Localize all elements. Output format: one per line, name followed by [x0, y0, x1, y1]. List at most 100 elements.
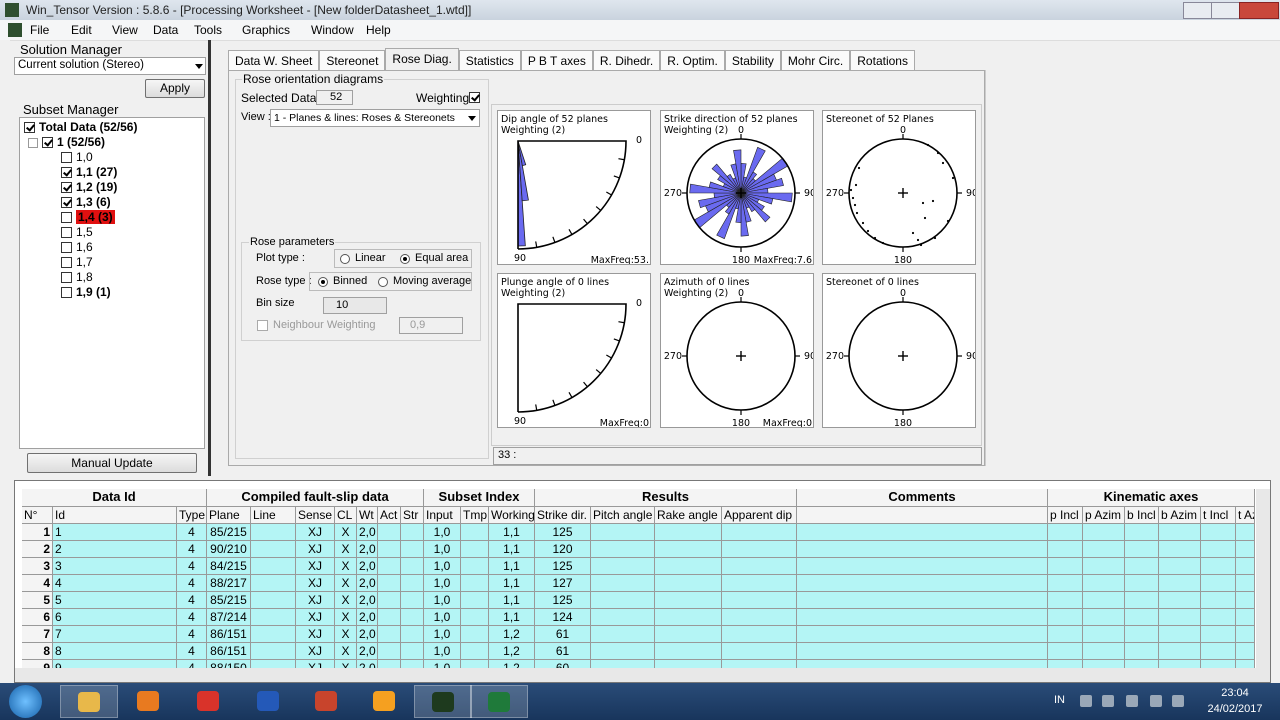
- restore-button[interactable]: [1211, 2, 1240, 19]
- tree-label[interactable]: Total Data (52/56): [39, 120, 138, 134]
- tab[interactable]: R. Dihedr.: [592, 50, 661, 71]
- tree-checkbox[interactable]: [61, 167, 72, 178]
- tree-checkbox[interactable]: [42, 137, 53, 148]
- solution-select[interactable]: Current solution (Stereo): [14, 57, 206, 75]
- diagram-title: Dip angle of 52 planes: [501, 114, 608, 125]
- tree-checkbox[interactable]: [24, 122, 35, 133]
- table-cell: X: [335, 575, 357, 592]
- taskbar-app[interactable]: [298, 685, 356, 718]
- binned-radio[interactable]: [318, 277, 328, 287]
- menu-item[interactable]: View: [112, 23, 138, 37]
- tree-label[interactable]: 1,0: [76, 150, 93, 164]
- taskbar-app[interactable]: [120, 685, 178, 718]
- neighbour-checkbox[interactable]: [257, 320, 268, 331]
- table-cell: [1201, 626, 1236, 643]
- tab[interactable]: R. Optim.: [660, 50, 725, 71]
- taskbar-app[interactable]: [470, 685, 528, 718]
- table-cell: 127: [535, 575, 591, 592]
- table-cell: XJ: [296, 541, 335, 558]
- plot-type-box: [334, 249, 472, 268]
- clock-date[interactable]: 24/02/2017: [1207, 703, 1263, 715]
- table-cell: [722, 541, 797, 558]
- dropdown-arrow: [468, 116, 476, 121]
- tab[interactable]: Stability: [724, 50, 781, 71]
- start-button[interactable]: [9, 685, 42, 718]
- menu-item[interactable]: File: [30, 23, 50, 37]
- table-cell: [655, 575, 722, 592]
- language-indicator[interactable]: IN: [1054, 694, 1065, 706]
- tree-expander[interactable]: [28, 138, 38, 148]
- menu-item[interactable]: Graphics: [242, 23, 291, 37]
- tree-checkbox[interactable]: [61, 212, 72, 223]
- menu-item[interactable]: Help: [366, 23, 391, 37]
- table-cell: 1,0: [424, 592, 461, 609]
- tree-checkbox[interactable]: [61, 257, 72, 268]
- tray-icon[interactable]: [1150, 695, 1162, 707]
- taskbar-app[interactable]: [180, 685, 238, 718]
- clock-time[interactable]: 23:04: [1221, 687, 1249, 699]
- table-cell: X: [335, 524, 357, 541]
- tray-icon[interactable]: [1172, 695, 1184, 707]
- tree-label[interactable]: 1,6: [76, 240, 93, 254]
- table-cell: [797, 609, 1048, 626]
- table-cell: [1125, 643, 1159, 660]
- minimize-button[interactable]: [1183, 2, 1212, 19]
- app-icon: [137, 691, 159, 711]
- tree-checkbox[interactable]: [61, 272, 72, 283]
- tab[interactable]: Rose Diag.: [385, 48, 459, 72]
- tab[interactable]: Rotations: [850, 50, 915, 71]
- menu-item[interactable]: Tools: [194, 23, 223, 37]
- weighting-checkbox[interactable]: [469, 92, 480, 103]
- tree-checkbox[interactable]: [61, 182, 72, 193]
- tree-label[interactable]: 1,8: [76, 270, 93, 284]
- tab[interactable]: P B T axes: [520, 50, 593, 71]
- vertical-scrollbar[interactable]: [1256, 489, 1270, 668]
- tray-icon[interactable]: [1102, 695, 1114, 707]
- bin-size-spinner[interactable]: 10: [323, 297, 387, 314]
- tree-label[interactable]: 1,5: [76, 225, 93, 239]
- tree-label[interactable]: 1,7: [76, 255, 93, 269]
- axis-label: 90: [804, 351, 814, 362]
- tab[interactable]: Stereonet: [319, 50, 386, 71]
- horizontal-scrollbar[interactable]: [15, 668, 1270, 682]
- tree-label[interactable]: 1 (52/56): [57, 135, 106, 149]
- weighting-label: Weighting: [416, 91, 470, 105]
- tree-checkbox[interactable]: [61, 287, 72, 298]
- tree-checkbox[interactable]: [61, 227, 72, 238]
- view-select[interactable]: 1 - Planes & lines: Roses & Stereonets: [270, 109, 480, 127]
- menu-item[interactable]: Data: [153, 23, 179, 37]
- axis-label: 270: [663, 351, 681, 362]
- tree-label[interactable]: 1,4 (3): [76, 210, 115, 224]
- tree-label[interactable]: 1,9 (1): [76, 285, 111, 299]
- table-cell: [1048, 524, 1083, 541]
- taskbar-app[interactable]: [414, 685, 472, 718]
- table-cell: 60: [535, 660, 591, 668]
- tree-label[interactable]: 1,2 (19): [76, 180, 118, 194]
- tab[interactable]: Mohr Circ.: [780, 50, 851, 71]
- linear-radio[interactable]: [340, 254, 350, 264]
- taskbar-app[interactable]: [356, 685, 414, 718]
- tree-checkbox[interactable]: [61, 152, 72, 163]
- apply-button[interactable]: Apply: [145, 79, 205, 98]
- tree-checkbox[interactable]: [61, 242, 72, 253]
- neighbour-spinner[interactable]: 0,9: [399, 317, 463, 334]
- taskbar-app[interactable]: [240, 685, 298, 718]
- menu-item[interactable]: Window: [311, 23, 354, 37]
- menu-item[interactable]: Edit: [71, 23, 92, 37]
- tab[interactable]: Data W. Sheet: [228, 50, 320, 71]
- tree-label[interactable]: 1,1 (27): [76, 165, 118, 179]
- manual-update-button[interactable]: Manual Update: [27, 453, 197, 473]
- tree-label[interactable]: 1,3 (6): [76, 195, 111, 209]
- tray-icon[interactable]: [1126, 695, 1138, 707]
- tree-checkbox[interactable]: [61, 197, 72, 208]
- table-cell: [797, 575, 1048, 592]
- table-cell: [1083, 558, 1125, 575]
- close-button[interactable]: [1239, 2, 1279, 19]
- taskbar-app[interactable]: [60, 685, 118, 718]
- pole-dot: [931, 199, 935, 203]
- tray-icon[interactable]: [1080, 695, 1092, 707]
- moving-average-radio[interactable]: [378, 277, 388, 287]
- equal-area-radio[interactable]: [400, 254, 410, 264]
- tab[interactable]: Statistics: [458, 50, 521, 71]
